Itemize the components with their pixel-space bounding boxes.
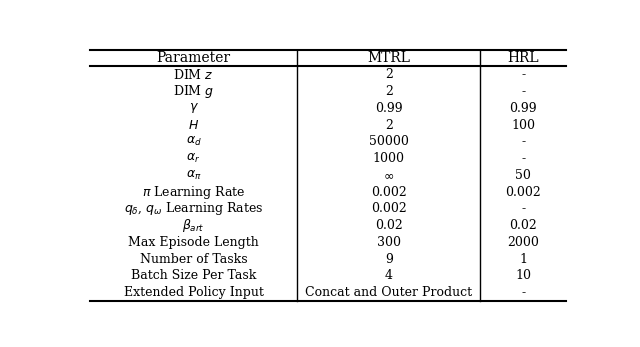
- Text: $H$: $H$: [188, 119, 199, 132]
- Text: Batch Size Per Task: Batch Size Per Task: [131, 270, 256, 282]
- Text: 300: 300: [377, 236, 401, 249]
- Text: -: -: [521, 68, 525, 81]
- Text: $\beta_{art}$: $\beta_{art}$: [182, 217, 205, 234]
- Text: -: -: [521, 286, 525, 299]
- Text: 0.02: 0.02: [375, 219, 403, 232]
- Text: DIM $z$: DIM $z$: [173, 68, 214, 82]
- Text: 0.99: 0.99: [375, 102, 403, 115]
- Text: MTRL: MTRL: [367, 51, 410, 65]
- Text: 2: 2: [385, 119, 393, 132]
- Text: HRL: HRL: [508, 51, 539, 65]
- Text: 50000: 50000: [369, 135, 409, 149]
- Text: 0.002: 0.002: [506, 186, 541, 198]
- Text: -: -: [521, 152, 525, 165]
- Text: 9: 9: [385, 253, 393, 266]
- Text: Number of Tasks: Number of Tasks: [140, 253, 247, 266]
- Text: $\alpha_\pi$: $\alpha_\pi$: [186, 169, 202, 182]
- Text: $\gamma$: $\gamma$: [189, 101, 198, 115]
- Text: 1000: 1000: [372, 152, 404, 165]
- Text: 100: 100: [511, 119, 535, 132]
- Text: 0.02: 0.02: [509, 219, 537, 232]
- Text: $\pi$ Learning Rate: $\pi$ Learning Rate: [142, 184, 245, 201]
- Text: 4: 4: [385, 270, 393, 282]
- Text: $\alpha_d$: $\alpha_d$: [186, 135, 202, 149]
- Text: DIM $g$: DIM $g$: [173, 83, 214, 100]
- Text: 2000: 2000: [508, 236, 539, 249]
- Text: -: -: [521, 135, 525, 149]
- Text: 0.99: 0.99: [509, 102, 537, 115]
- Text: -: -: [521, 85, 525, 98]
- Text: Concat and Outer Product: Concat and Outer Product: [305, 286, 472, 299]
- Text: $q_\delta$, $q_\omega$ Learning Rates: $q_\delta$, $q_\omega$ Learning Rates: [124, 201, 263, 218]
- Text: $\infty$: $\infty$: [383, 169, 394, 182]
- Text: 2: 2: [385, 68, 393, 81]
- Text: 50: 50: [515, 169, 531, 182]
- Text: Max Episode Length: Max Episode Length: [128, 236, 259, 249]
- Text: 0.002: 0.002: [371, 202, 406, 215]
- Text: $\alpha_r$: $\alpha_r$: [186, 152, 200, 165]
- Text: 10: 10: [515, 270, 531, 282]
- Text: -: -: [521, 202, 525, 215]
- Text: 2: 2: [385, 85, 393, 98]
- Text: Extended Policy Input: Extended Policy Input: [124, 286, 264, 299]
- Text: Parameter: Parameter: [156, 51, 230, 65]
- Text: 1: 1: [519, 253, 527, 266]
- Text: 0.002: 0.002: [371, 186, 406, 198]
